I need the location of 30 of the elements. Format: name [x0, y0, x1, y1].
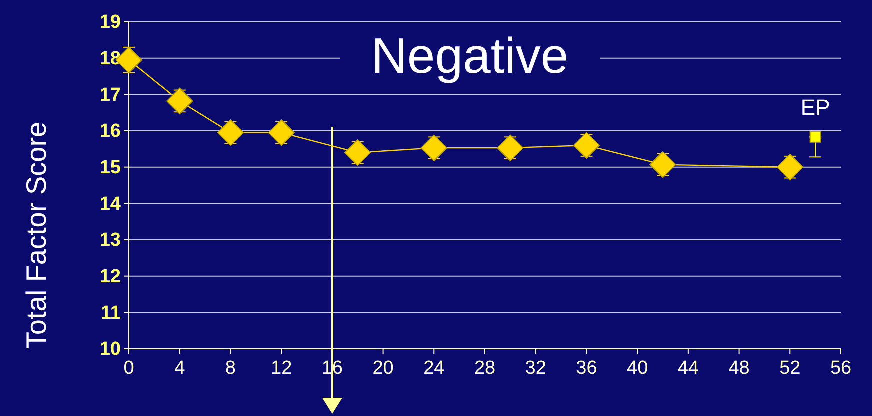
x-tick-label: 52: [780, 358, 801, 380]
x-tick-label: 28: [474, 358, 496, 380]
x-tick-label: 56: [830, 358, 852, 380]
y-tick-label: 14: [100, 194, 122, 215]
x-tick-label: 32: [525, 358, 546, 380]
point: [420, 134, 448, 162]
chart-title: Negative: [371, 28, 569, 84]
y-tick-label: 19: [100, 12, 121, 34]
x-tick-label: 20: [372, 358, 394, 380]
y-tick-label: 17: [100, 84, 121, 106]
point: [810, 131, 822, 143]
x-tick-label: 24: [424, 358, 446, 380]
point: [497, 134, 524, 162]
x-tick-label: 4: [174, 358, 186, 380]
x-tick-label: 48: [728, 358, 750, 380]
y-axis-title: Total Factor Score: [21, 122, 52, 350]
y-tick-label: 13: [100, 230, 121, 252]
x-tick-label: 8: [225, 358, 236, 380]
y-tick-label: 10: [100, 339, 121, 360]
x-tick-label: 12: [271, 358, 292, 380]
x-tick-label: 0: [124, 358, 134, 380]
point: [573, 132, 600, 159]
x-tick-label: 40: [627, 358, 648, 380]
series-label: EP: [800, 95, 830, 120]
y-tick-label: 12: [100, 266, 121, 288]
x-tick-label: 44: [678, 358, 700, 380]
y-tick-label: 11: [100, 302, 122, 324]
y-tick-label: 15: [100, 157, 122, 178]
x-tick-label: 36: [576, 358, 598, 380]
y-tick-label: 16: [100, 121, 121, 142]
